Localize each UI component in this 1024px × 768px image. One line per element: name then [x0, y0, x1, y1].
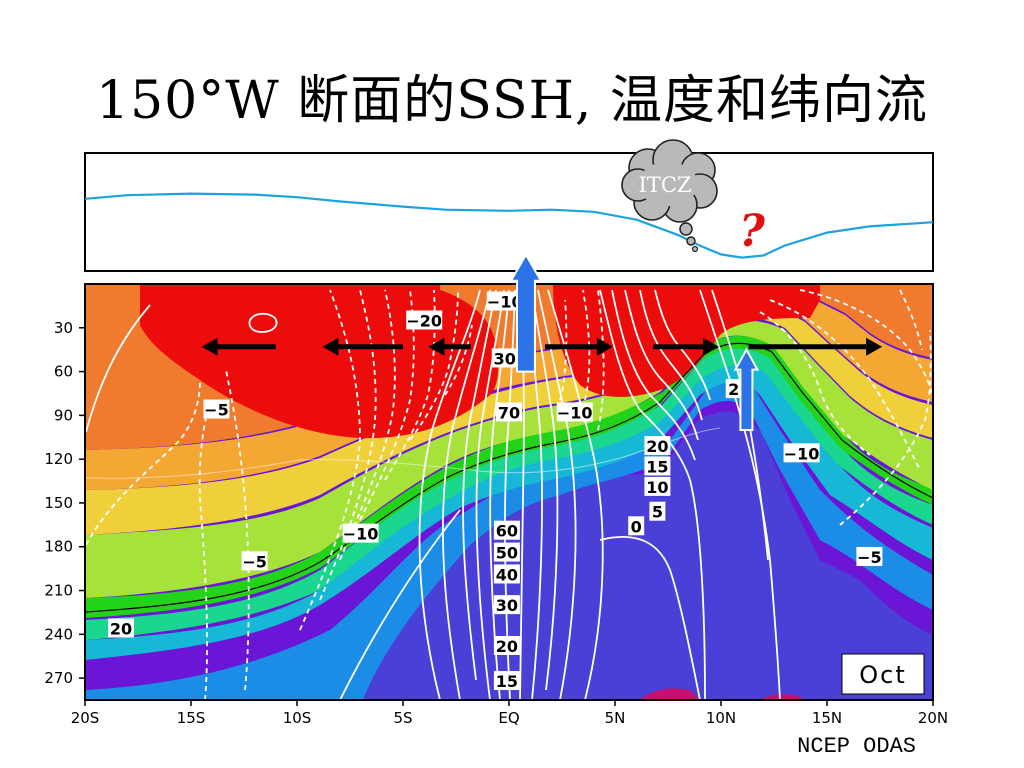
x-tick-label: EQ — [498, 709, 519, 727]
upwelling-arrow — [733, 347, 760, 431]
y-tick-label: 30 — [54, 319, 73, 337]
y-tick-label: 90 — [54, 406, 73, 424]
contour-label: 0 — [628, 516, 645, 536]
svg-text:5: 5 — [652, 503, 663, 522]
svg-text:15: 15 — [646, 457, 668, 476]
contour-label: −10 — [486, 291, 523, 312]
y-tick-label: 270 — [44, 669, 73, 687]
zonal-flow-arrow — [545, 337, 613, 356]
contour-label: 10 — [644, 476, 671, 497]
contour-label: −5 — [203, 399, 230, 420]
x-tick-label: 5N — [605, 709, 626, 727]
svg-text:30: 30 — [494, 349, 516, 368]
contour-label: −10 — [556, 402, 593, 422]
zonal-flow-arrows — [201, 337, 883, 356]
x-tick-label: 10N — [706, 709, 736, 727]
isotherm-20 — [85, 342, 933, 613]
contour-label: 5 — [649, 501, 666, 522]
svg-text:40: 40 — [496, 565, 518, 584]
svg-text:10: 10 — [646, 478, 668, 497]
contour-label: −20 — [406, 310, 443, 330]
svg-text:−5: −5 — [242, 552, 267, 571]
contour-label: 50 — [493, 542, 520, 563]
zonal-flow-arrow — [201, 337, 276, 356]
itcz-cloud-icon — [621, 139, 718, 253]
contour-label: 30 — [491, 348, 518, 368]
contour-label: −10 — [783, 443, 820, 463]
svg-text:−10: −10 — [784, 444, 820, 463]
svg-text:15: 15 — [496, 672, 518, 691]
x-tick-label: 15S — [177, 709, 206, 727]
svg-text:−10: −10 — [557, 403, 593, 422]
y-axis: 30 60 90 120 150 180 210 240 270 — [44, 319, 85, 687]
zonal-flow-arrow — [428, 337, 471, 356]
svg-text:−20: −20 — [406, 311, 442, 330]
month-label: Oct — [859, 661, 907, 689]
contour-label: 2 — [725, 379, 742, 399]
slide-title: 150°W 断面的SSH, 温度和纬向流 — [96, 71, 928, 131]
contour-label: 15 — [644, 456, 671, 476]
svg-text:20: 20 — [646, 437, 668, 456]
y-tick-label: 180 — [44, 538, 73, 556]
westward-current-contours — [85, 289, 933, 700]
x-tick-label: 10S — [283, 709, 312, 727]
upwelling-arrow — [509, 252, 543, 373]
svg-text:20: 20 — [110, 619, 132, 638]
contour-label: −10 — [342, 523, 379, 544]
contour-label: 20 — [644, 436, 671, 456]
svg-text:−10: −10 — [487, 293, 523, 312]
contour-label: 70 — [496, 402, 522, 422]
ssh-line — [84, 192, 934, 259]
y-tick-label: 120 — [44, 450, 73, 468]
x-tick-label: 5S — [393, 709, 412, 727]
question-mark: ? — [739, 206, 766, 257]
itcz-label: ITCZ — [639, 173, 692, 197]
x-tick-label: 15N — [812, 709, 842, 727]
contour-label: −5 — [241, 551, 268, 571]
contour-label: 20 — [493, 635, 520, 656]
upwelling-arrows — [509, 252, 760, 431]
ssh-panel-frame — [84, 152, 934, 272]
svg-text:30: 30 — [496, 596, 518, 615]
zonal-current-contours — [85, 289, 781, 700]
y-tick-label: 150 — [44, 494, 73, 512]
contour-label: 40 — [493, 564, 520, 584]
x-tick-label: 20N — [918, 709, 948, 727]
svg-text:−5: −5 — [204, 401, 229, 420]
data-source-credit: NCEP ODAS — [797, 734, 916, 759]
contour-label: −5 — [856, 546, 883, 567]
zonal-flow-arrow — [322, 337, 403, 356]
y-tick-label: 210 — [44, 582, 73, 600]
x-tick-label: 20S — [71, 709, 100, 727]
svg-text:2: 2 — [728, 380, 739, 399]
contour-label: 60 — [493, 520, 520, 541]
contour-label: 15 — [493, 671, 520, 691]
zonal-flow-arrow — [748, 337, 883, 356]
zonal-flow-arrow — [653, 337, 719, 356]
svg-text:70: 70 — [498, 403, 520, 422]
y-tick-label: 240 — [44, 625, 73, 643]
contour-label: 20 — [108, 618, 135, 638]
contour-label: 30 — [493, 595, 520, 615]
y-tick-label: 60 — [54, 363, 73, 381]
svg-text:−5: −5 — [857, 548, 882, 567]
svg-text:60: 60 — [496, 522, 518, 541]
svg-text:20: 20 — [496, 637, 518, 656]
x-axis: 20S 15S 10S 5S EQ 5N 10N 15N 20N — [71, 700, 948, 727]
month-badge: Oct — [841, 653, 925, 695]
ssh-panel — [84, 152, 934, 272]
svg-text:−10: −10 — [343, 525, 379, 544]
svg-text:0: 0 — [631, 517, 642, 536]
svg-text:50: 50 — [496, 544, 518, 563]
